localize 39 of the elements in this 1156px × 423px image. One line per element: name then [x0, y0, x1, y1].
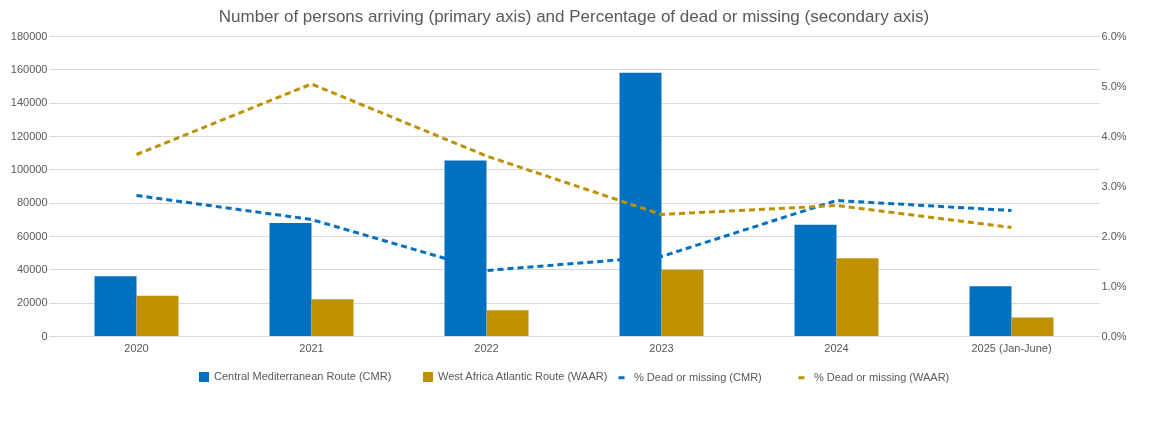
legend-label: West Africa Atlantic Route (WAAR) [438, 370, 608, 382]
x-tick-label: 2021 [299, 341, 324, 354]
bar [311, 299, 354, 336]
y-tick-label: 160000 [10, 62, 48, 75]
x-tick-label: 2023 [649, 341, 674, 354]
x-tick-label: 2022 [474, 341, 499, 354]
y-tick-label: 120000 [10, 129, 48, 142]
bar [661, 269, 704, 336]
line-series [135, 82, 1013, 229]
bar [969, 286, 1012, 336]
y-tick-label: 100000 [10, 162, 48, 175]
bar [836, 258, 879, 336]
y-tick-label: 20000 [16, 296, 48, 309]
bar [1011, 317, 1054, 336]
bar [94, 276, 137, 336]
y-tick-label: 80000 [16, 196, 48, 209]
y2-tick-label: 3.0% [1101, 179, 1127, 192]
y2-tick-label: 5.0% [1101, 79, 1127, 92]
y-tick-label: 140000 [10, 96, 48, 109]
y-tick-label: 0 [41, 329, 48, 342]
bar [486, 310, 529, 336]
y-tick-label: 40000 [16, 262, 48, 275]
bar [136, 295, 179, 336]
bar [269, 223, 312, 336]
legend-label: Central Mediterranean Route (CMR) [214, 370, 392, 382]
y2-tick-label: 1.0% [1101, 279, 1127, 292]
chart-title: Number of persons arriving (primary axis) and Percentage of dead or missing (secondary axis) [218, 7, 930, 26]
legend-label: % Dead or missing (WAAR) [814, 370, 950, 383]
y2-tick-label: 6.0% [1101, 29, 1127, 42]
y2-tick-label: 2.0% [1101, 229, 1127, 242]
legend-label: % Dead or missing (CMR) [634, 370, 762, 383]
y2-tick-label: 0.0% [1101, 329, 1127, 342]
x-tick-label: 2025 (Jan-June) [971, 341, 1052, 354]
x-tick-label: 2024 [824, 341, 849, 354]
x-tick-label: 2020 [124, 341, 149, 354]
y-tick-label: 60000 [16, 229, 48, 242]
y-tick-label: 180000 [10, 29, 48, 42]
bar [794, 224, 837, 336]
y2-tick-label: 4.0% [1101, 129, 1127, 142]
